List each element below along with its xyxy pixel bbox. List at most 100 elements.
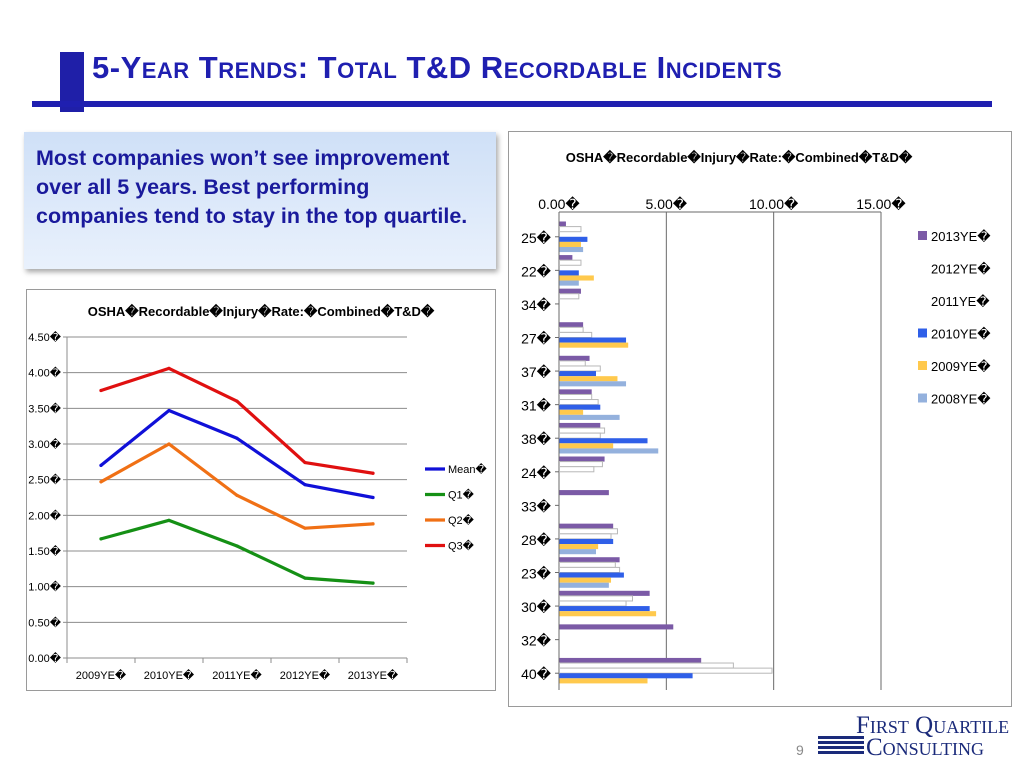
bar-chart-bar bbox=[559, 566, 621, 573]
bar-chart-bar bbox=[559, 667, 773, 674]
bar-chart-bar bbox=[559, 293, 580, 300]
line-chart-point bbox=[167, 366, 171, 370]
line-chart-point bbox=[303, 526, 307, 530]
bar-chart-bar bbox=[559, 270, 579, 276]
bar-chart-bar bbox=[559, 582, 609, 588]
bar-chart-bar bbox=[559, 360, 586, 367]
bar-chart-bar bbox=[559, 326, 584, 333]
bar-chart-bar bbox=[559, 533, 612, 540]
bar-chart-bar bbox=[559, 399, 599, 406]
bar-chart-category-label: 31� bbox=[521, 398, 552, 414]
line-chart-point bbox=[99, 537, 103, 541]
bar-chart-category-label: 38� bbox=[521, 431, 552, 447]
bar-chart-legend-label: 2012YE� bbox=[931, 262, 991, 277]
line-chart-point bbox=[371, 581, 375, 585]
bar-chart-category-label: 24� bbox=[521, 465, 552, 481]
line-chart-point bbox=[303, 483, 307, 487]
bar-chart-bar bbox=[559, 259, 582, 266]
bar-chart-bar bbox=[559, 255, 573, 261]
bar-chart-legend-label: 2011YE� bbox=[931, 294, 990, 309]
bar-chart-category-label: 32� bbox=[521, 633, 552, 649]
bar-chart-bar bbox=[559, 221, 566, 227]
bar-chart-bar bbox=[559, 322, 584, 328]
line-chart-point bbox=[167, 408, 171, 413]
bar-chart-bar bbox=[559, 404, 601, 410]
line-chart-x-tick-label: 2009YE� bbox=[76, 668, 127, 682]
bar-chart-x-tick-label: 10.00� bbox=[749, 196, 799, 212]
line-chart-point bbox=[235, 436, 239, 440]
line-chart-x-tick-label: 2011YE� bbox=[212, 668, 262, 682]
bar-chart-bar bbox=[559, 490, 609, 496]
bar-chart-bar bbox=[559, 673, 693, 679]
bar-chart-bar bbox=[559, 355, 590, 361]
bar-chart-bar bbox=[559, 381, 627, 387]
bar-chart-legend-swatch bbox=[918, 393, 927, 403]
line-chart-y-tick-label: 3.00� bbox=[28, 437, 61, 451]
bar-chart-x-tick-label: 0.00� bbox=[538, 196, 580, 212]
bar-chart-bar bbox=[559, 544, 599, 550]
line-chart-y-tick-label: 1.50� bbox=[28, 544, 61, 558]
line-chart-series-1 bbox=[99, 518, 375, 585]
bar-chart-bar bbox=[559, 422, 601, 429]
line-chart-y-tick-label: 2.50� bbox=[28, 473, 61, 487]
bar-chart-category-label: 25� bbox=[521, 230, 552, 246]
bar-chart-legend-swatch bbox=[918, 328, 927, 338]
bar-chart-legend-label: 2009YE� bbox=[931, 359, 991, 374]
bar-chart-category-label: 22� bbox=[521, 263, 552, 279]
line-chart-title: OSHA�Recordable�Injury�Rate:�Combined�T&… bbox=[88, 303, 435, 319]
slide-title: 5-Year Trends: Total T&D Recordable Inci… bbox=[92, 50, 783, 85]
line-chart-legend-label: Mean� bbox=[448, 462, 488, 476]
bar-chart-category-label: 40� bbox=[521, 666, 552, 682]
bar-chart-category-label: 30� bbox=[521, 599, 552, 615]
line-chart-point bbox=[99, 480, 103, 484]
bar-chart-category-label: 23� bbox=[521, 566, 552, 582]
bar-chart-panel: OSHA�Recordable�Injury�Rate:�Combined�T&… bbox=[508, 131, 1012, 707]
page-number: 9 bbox=[796, 742, 804, 758]
line-chart-point bbox=[235, 544, 239, 548]
bar-chart-bar bbox=[559, 389, 592, 395]
company-logo: First Quartile Consulting bbox=[818, 712, 1024, 762]
line-chart-point bbox=[371, 495, 375, 500]
bar-chart-bar bbox=[559, 678, 648, 684]
bar-chart-bar bbox=[559, 523, 614, 529]
bar-chart-category-label: 33� bbox=[521, 498, 552, 514]
bar-chart-bar bbox=[559, 606, 650, 612]
bar-chart-bar bbox=[559, 226, 582, 233]
bar-chart-bar bbox=[559, 590, 650, 596]
bar-chart-bar bbox=[559, 557, 620, 563]
line-chart-point bbox=[303, 460, 307, 465]
bar-chart: OSHA�Recordable�Injury�Rate:�Combined�T&… bbox=[521, 149, 991, 690]
bar-chart-legend-label: 2010YE� bbox=[931, 327, 991, 342]
line-chart-point bbox=[303, 576, 307, 580]
bar-chart-bar bbox=[559, 432, 601, 439]
bar-chart-bar bbox=[559, 561, 616, 568]
bar-chart-bar bbox=[559, 624, 674, 630]
bar-chart-bar bbox=[559, 393, 593, 401]
bar-chart-bar bbox=[559, 342, 629, 348]
bar-chart-bar bbox=[559, 288, 581, 294]
bar-chart-bar bbox=[559, 376, 618, 382]
line-chart-legend-label: Q2� bbox=[448, 513, 475, 527]
bar-chart-bar bbox=[559, 371, 596, 377]
line-chart-x-tick-label: 2013YE� bbox=[348, 668, 399, 682]
bar-chart-bar bbox=[559, 549, 596, 555]
bar-chart-bar bbox=[559, 438, 648, 444]
bar-chart-bar bbox=[559, 448, 659, 454]
bar-chart-bar bbox=[559, 236, 588, 242]
line-chart-x-tick-label: 2010YE� bbox=[144, 668, 195, 682]
line-chart-y-tick-label: 4.00� bbox=[28, 366, 61, 380]
bar-chart-category-label: 28� bbox=[521, 532, 552, 548]
bar-chart-category-label: 34� bbox=[521, 297, 552, 313]
bar-chart-bar bbox=[559, 456, 605, 462]
logo-line1: First Quartile bbox=[856, 712, 1010, 739]
line-chart-legend-label: Q1� bbox=[448, 488, 475, 502]
bar-chart-bar bbox=[559, 600, 627, 607]
title-rule bbox=[32, 101, 992, 107]
line-chart-y-tick-label: 2.00� bbox=[28, 508, 61, 522]
logo-line2: Consulting bbox=[866, 734, 985, 761]
line-chart-y-tick-label: 3.50� bbox=[28, 401, 61, 415]
bar-chart-bar bbox=[559, 461, 603, 468]
callout-text: Most companies won’t see improvement ove… bbox=[36, 146, 468, 228]
line-chart-point bbox=[99, 388, 103, 393]
bar-chart-bar bbox=[559, 538, 614, 545]
